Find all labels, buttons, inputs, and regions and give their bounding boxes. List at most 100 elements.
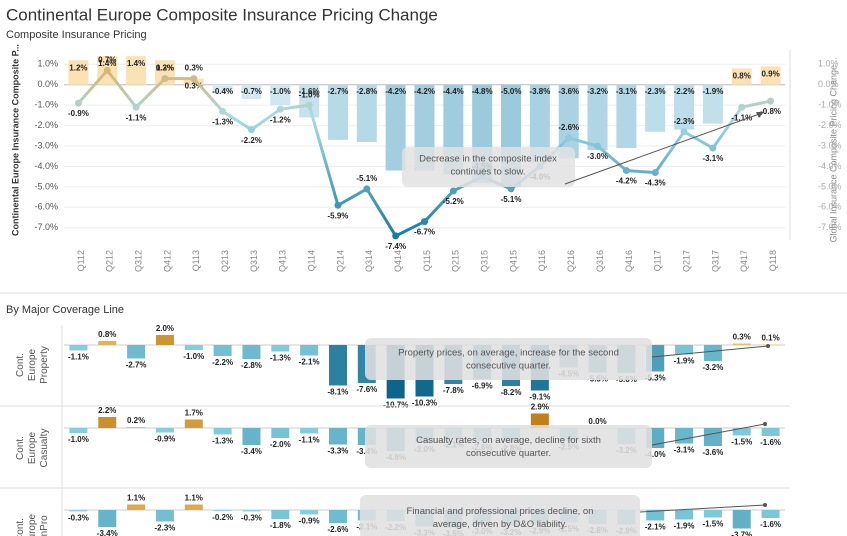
bar <box>271 428 290 438</box>
annotation: Casualty rates, on average, decline for … <box>416 435 601 459</box>
bar-label: -2.1% <box>645 523 666 532</box>
line-point <box>132 103 140 111</box>
x-tick-label: Q414 <box>393 250 403 272</box>
bar-label: -4.2% <box>385 87 406 96</box>
bar <box>242 428 261 445</box>
arrow-head <box>756 112 764 118</box>
bar-label: -3.2% <box>702 363 723 372</box>
y2-tick-label: -6.0% <box>818 202 842 212</box>
y2-tick-label: -5.0% <box>818 181 842 191</box>
line-point <box>622 167 630 175</box>
bar-label: -3.6% <box>558 87 579 96</box>
bar-label: 0.1% <box>761 334 779 343</box>
line-point <box>190 75 198 83</box>
point-label: -7.4% <box>385 242 406 251</box>
bar <box>300 345 319 356</box>
line-point <box>449 187 457 195</box>
line-point <box>334 201 342 209</box>
y-tick-label: 1.0% <box>37 59 58 69</box>
x-tick-label: Q216 <box>566 250 576 272</box>
line-point <box>74 99 82 107</box>
chart-subtitle: Composite Insurance Pricing <box>6 29 147 41</box>
bar-label: 1.1% <box>185 494 203 503</box>
bar-label: -1.6% <box>760 438 781 447</box>
point-label: -0.8% <box>760 107 781 116</box>
bar-label: -2.3% <box>154 524 175 533</box>
coverage-chart: Cont.EuropeProperty -1.1% 0.8% -2.7% 2.0% -1.… <box>0 324 790 536</box>
bar-label: -0.3% <box>68 514 89 523</box>
bar <box>616 84 637 149</box>
line-point <box>709 144 717 152</box>
line-point <box>565 134 573 142</box>
trend-arrow <box>564 112 763 185</box>
bar-label: -3.2% <box>587 87 608 96</box>
bar-label: 0.3% <box>733 333 751 342</box>
point-label: -5.9% <box>328 211 349 220</box>
bar <box>385 84 406 171</box>
bar-label: -4.4% <box>443 87 464 96</box>
line-point <box>651 169 659 177</box>
y-tick-label: -5.0% <box>34 181 58 191</box>
x-tick-label: Q412 <box>162 250 172 272</box>
bar-label: -1.9% <box>702 87 723 96</box>
bar-label: 1.1% <box>127 494 145 503</box>
annotation-box <box>365 338 652 380</box>
bar-label: -2.3% <box>645 87 666 96</box>
bar-label: -2.8% <box>356 87 377 96</box>
row-label: Cont.EuropeFinPro <box>15 513 50 536</box>
y-tick-label: -7.0% <box>34 222 58 232</box>
x-tick-label: Q313 <box>249 250 259 272</box>
bar <box>212 84 233 93</box>
annotation-box <box>365 425 652 468</box>
x-tick-label: Q115 <box>422 250 432 271</box>
bar <box>328 345 347 386</box>
bar <box>300 428 319 434</box>
line-point <box>219 107 227 115</box>
bar <box>184 345 203 350</box>
bar <box>703 345 722 361</box>
bar-label: -7.8% <box>443 386 464 395</box>
bar-label: -4.8% <box>472 87 493 96</box>
bar-label: -0.3% <box>241 514 262 523</box>
y-tick-label: -2.0% <box>34 120 58 130</box>
point-label: -6.7% <box>414 228 435 237</box>
line-point <box>247 126 255 134</box>
bar <box>702 84 723 124</box>
bar-label: -3.8% <box>529 87 550 96</box>
bar <box>155 510 174 522</box>
point-label: -2.3% <box>674 117 695 126</box>
x-tick-label: Q415 <box>508 250 518 272</box>
y-tick-label: 0.0% <box>37 79 58 89</box>
bar <box>155 335 174 345</box>
bar-label: -1.6% <box>760 520 781 529</box>
bar-label: 0.8% <box>98 330 116 339</box>
bar-label: 2.0% <box>156 324 174 333</box>
bar-label: 0.8% <box>733 71 751 80</box>
line-point <box>363 185 371 193</box>
bar-label: -5.3% <box>645 374 666 383</box>
bar <box>356 84 377 142</box>
bar-label: -2.2% <box>674 87 695 96</box>
x-tick-label: Q417 <box>739 250 749 272</box>
bar-label: -0.4% <box>212 87 233 96</box>
x-tick-label: Q213 <box>220 250 230 272</box>
chart-title: Continental Europe Composite Insurance P… <box>6 5 438 24</box>
bar-label: -1.0% <box>270 87 291 96</box>
bar-label: -1.5% <box>702 520 723 529</box>
point-label: -0.9% <box>68 109 89 118</box>
bar-label: -3.4% <box>97 529 118 536</box>
bar <box>732 343 751 345</box>
bar-label: -1.0% <box>183 352 204 361</box>
trend-arrow <box>651 345 769 358</box>
bar-label: -10.3% <box>412 399 437 408</box>
bar <box>645 84 666 132</box>
bar-label: -1.8% <box>270 521 291 530</box>
bar-label: -8.2% <box>501 388 522 397</box>
line-point <box>161 75 169 83</box>
line-point <box>738 103 746 111</box>
bar <box>127 345 146 359</box>
y-tick-label: -1.0% <box>34 100 58 110</box>
bar <box>242 510 261 512</box>
annotation-box <box>360 495 640 536</box>
annotation: Decrease in the composite index continues… <box>419 153 557 177</box>
